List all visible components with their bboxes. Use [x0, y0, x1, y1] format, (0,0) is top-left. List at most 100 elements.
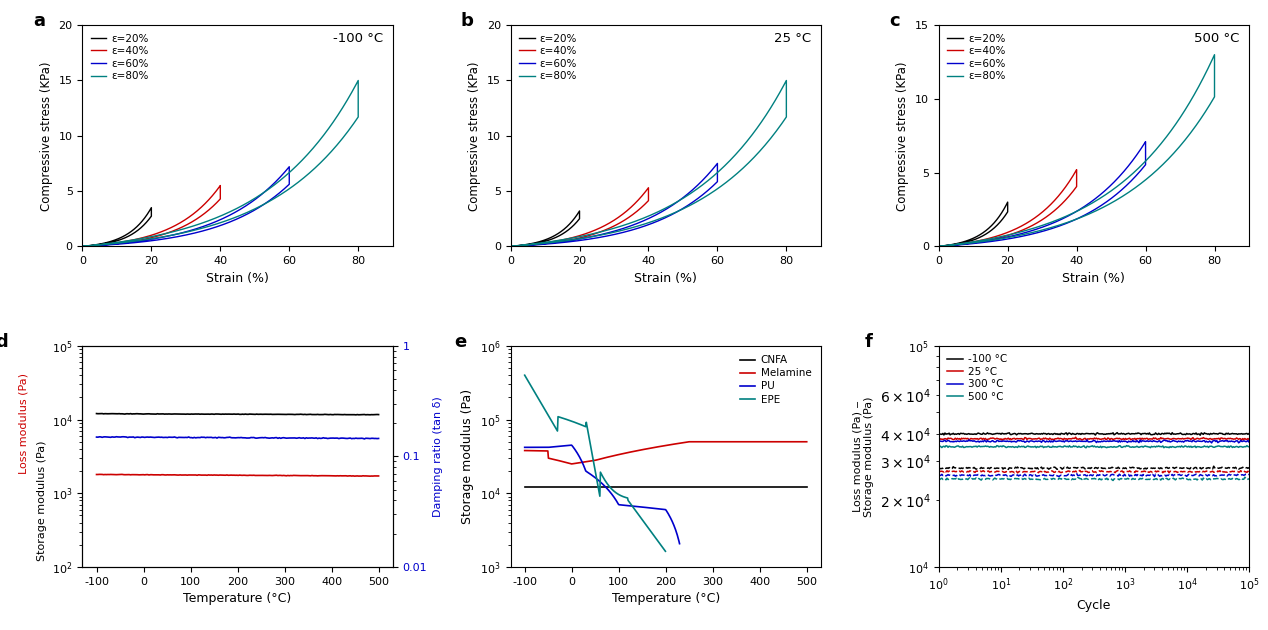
- 300 °C: [1215, 437, 1230, 445]
- ε=20%: [566, 216, 581, 224]
- 300 °C: [961, 436, 976, 444]
- ε=40%: [166, 227, 181, 234]
- ε=80%: [172, 226, 188, 234]
- Line: -100 °C: -100 °C: [938, 433, 1249, 435]
- ε=40%: [552, 237, 567, 244]
- 500 °C: [1118, 442, 1134, 449]
- -100 °C: [1110, 429, 1125, 437]
- Text: 500 °C: 500 °C: [1194, 32, 1240, 45]
- ε=80%: [75, 243, 90, 250]
- EPE: [576, 421, 591, 429]
- ε=80%: [210, 220, 226, 227]
- ε=60%: [576, 234, 591, 242]
- EPE: [614, 492, 629, 500]
- 300 °C: [932, 437, 947, 445]
- ε=40%: [616, 217, 631, 224]
- Text: 25 °C: 25 °C: [775, 32, 812, 45]
- Line: ε=20%: ε=20%: [938, 202, 1008, 246]
- ε=60%: [1033, 228, 1049, 236]
- 500 °C: [1123, 444, 1139, 451]
- ε=40%: [213, 181, 228, 189]
- ε=80%: [639, 220, 654, 227]
- ε=20%: [503, 243, 519, 250]
- ε=20%: [132, 226, 147, 233]
- 300 °C: [1116, 437, 1131, 445]
- ε=20%: [994, 210, 1009, 217]
- Line: ε=40%: ε=40%: [82, 185, 221, 246]
- ε=80%: [1113, 193, 1129, 201]
- ε=80%: [257, 200, 273, 207]
- ε=60%: [148, 234, 164, 242]
- Melamine: [686, 438, 701, 445]
- ε=80%: [753, 120, 768, 127]
- PU: [564, 442, 579, 449]
- ε=20%: [931, 243, 946, 250]
- Line: ε=60%: ε=60%: [938, 142, 1145, 246]
- -100 °C: [1193, 432, 1208, 439]
- Melamine: [794, 438, 809, 445]
- ε=20%: [75, 243, 90, 250]
- Y-axis label: Loss modulus (Pa) ‒
Storage modulus (Pa): Loss modulus (Pa) ‒ Storage modulus (Pa): [853, 396, 875, 517]
- 500 °C: [1079, 444, 1094, 452]
- ε=80%: [1158, 159, 1173, 166]
- Legend: ε=20%, ε=40%, ε=60%, ε=80%: ε=20%, ε=40%, ε=60%, ε=80%: [87, 30, 152, 84]
- Text: e: e: [455, 333, 467, 350]
- ε=20%: [966, 234, 981, 241]
- CNFA: [685, 484, 700, 491]
- PU: [614, 501, 629, 509]
- ε=80%: [645, 210, 661, 218]
- Melamine: [517, 447, 533, 454]
- 500 °C: [1116, 443, 1131, 450]
- ε=20%: [559, 227, 574, 234]
- ε=60%: [1118, 165, 1134, 173]
- ε=80%: [686, 200, 701, 207]
- ε=40%: [75, 243, 90, 250]
- ε=40%: [75, 243, 90, 250]
- ε=80%: [75, 243, 90, 250]
- 300 °C: [1117, 438, 1132, 445]
- ε=40%: [931, 243, 946, 250]
- ε=80%: [779, 77, 794, 84]
- ε=20%: [988, 223, 1003, 231]
- Legend: CNFA, Melamine, PU, EPE: CNFA, Melamine, PU, EPE: [735, 351, 815, 409]
- Text: Loss modulus (Pa): Loss modulus (Pa): [19, 373, 28, 474]
- ε=20%: [931, 243, 946, 250]
- ε=20%: [956, 238, 971, 246]
- ε=20%: [503, 243, 519, 250]
- X-axis label: Temperature (°C): Temperature (°C): [611, 592, 720, 605]
- ε=80%: [1066, 216, 1082, 224]
- PU: [610, 500, 625, 507]
- ε=60%: [245, 208, 260, 215]
- Line: ε=20%: ε=20%: [511, 211, 579, 246]
- EPE: [540, 411, 555, 418]
- ε=40%: [628, 199, 643, 207]
- Line: 300 °C: 300 °C: [938, 440, 1249, 443]
- 500 °C: [932, 442, 947, 450]
- Text: Storage modulus (Pa): Storage modulus (Pa): [37, 440, 47, 561]
- ε=80%: [931, 243, 946, 250]
- ε=80%: [601, 226, 616, 234]
- Y-axis label: Compressive stress (KPa): Compressive stress (KPa): [896, 61, 909, 210]
- 25 °C: [1193, 435, 1208, 442]
- EPE: [573, 421, 588, 428]
- CNFA: [670, 484, 685, 491]
- 25 °C: [1117, 436, 1132, 444]
- Line: ε=20%: ε=20%: [82, 208, 151, 246]
- Legend: ε=20%, ε=40%, ε=60%, ε=80%: ε=20%, ε=40%, ε=60%, ε=80%: [943, 30, 1008, 84]
- ε=60%: [610, 227, 625, 234]
- 500 °C: [1117, 443, 1132, 450]
- ε=60%: [1068, 215, 1083, 223]
- X-axis label: Cycle: Cycle: [1077, 599, 1111, 612]
- Text: b: b: [462, 12, 474, 30]
- CNFA: [748, 484, 763, 491]
- Y-axis label: Storage modulus (Pa): Storage modulus (Pa): [462, 389, 474, 524]
- ε=60%: [672, 207, 687, 214]
- 300 °C: [1205, 439, 1220, 447]
- Text: a: a: [33, 12, 44, 30]
- Melamine: [682, 438, 697, 445]
- ε=60%: [181, 227, 197, 235]
- ε=80%: [503, 243, 519, 250]
- 25 °C: [932, 435, 947, 442]
- 300 °C: [1241, 438, 1257, 446]
- Line: 25 °C: 25 °C: [938, 437, 1249, 440]
